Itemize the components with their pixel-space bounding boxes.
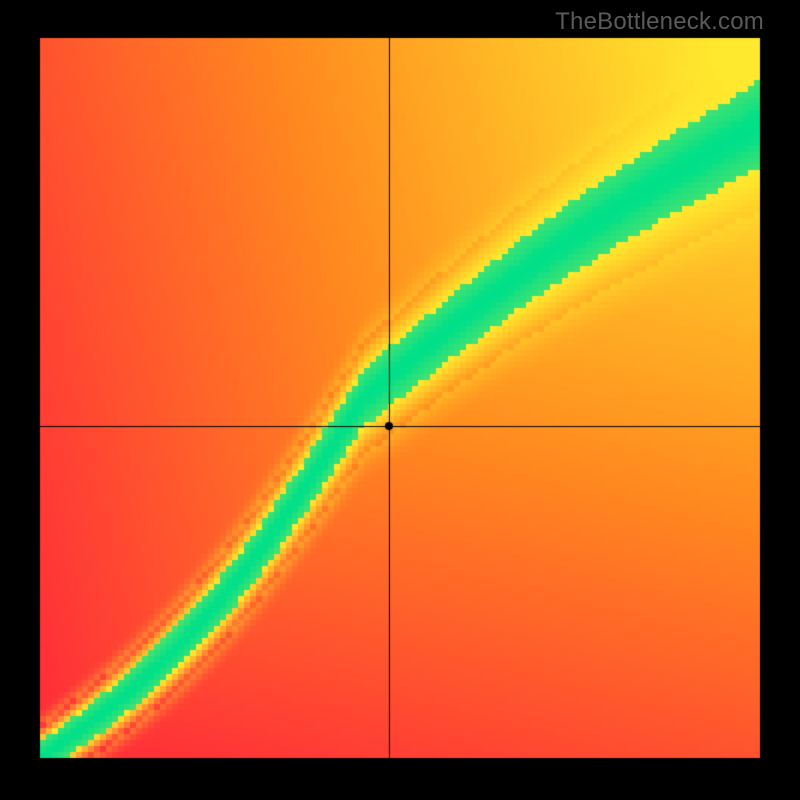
watermark-text: TheBottleneck.com bbox=[555, 8, 764, 36]
bottleneck-heatmap bbox=[0, 0, 800, 800]
